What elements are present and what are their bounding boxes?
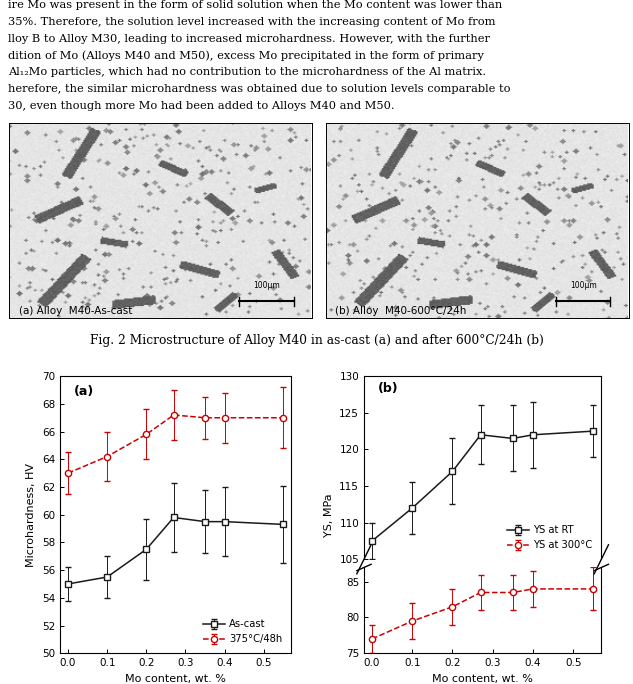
Text: YS, MPa: YS, MPa	[324, 493, 334, 536]
X-axis label: Mo content, wt. %: Mo content, wt. %	[125, 674, 226, 683]
Text: 35%. Therefore, the solution level increased with the increasing content of Mo f: 35%. Therefore, the solution level incre…	[8, 17, 496, 27]
Text: (b): (b)	[378, 382, 399, 395]
Text: 100μm: 100μm	[570, 281, 596, 290]
Text: ire Mo was present in the form of solid solution when the Mo content was lower t: ire Mo was present in the form of solid …	[8, 0, 503, 10]
Text: (a): (a)	[74, 384, 94, 397]
Text: lloy B to Alloy M30, leading to increased microhardness. However, with the furth: lloy B to Alloy M30, leading to increase…	[8, 34, 490, 44]
Text: 100μm: 100μm	[253, 281, 280, 290]
Text: Fig. 2 Microstructure of Alloy M40 in as-cast (a) and after 600°C/24h (b): Fig. 2 Microstructure of Alloy M40 in as…	[89, 334, 544, 347]
Text: (a) Alloy  M40-As-cast: (a) Alloy M40-As-cast	[18, 306, 132, 317]
X-axis label: Mo content, wt. %: Mo content, wt. %	[432, 674, 533, 683]
Text: Al₁₂Mo particles, which had no contribution to the microhardness of the Al matri: Al₁₂Mo particles, which had no contribut…	[8, 67, 486, 77]
Legend: YS at RT, YS at 300°C: YS at RT, YS at 300°C	[503, 521, 596, 554]
Text: (b) Alloy  M40-600°C/24h: (b) Alloy M40-600°C/24h	[335, 306, 467, 317]
Text: herefore, the similar microhardness was obtained due to solution levels comparab: herefore, the similar microhardness was …	[8, 84, 511, 94]
Legend: As-cast, 375°C/48h: As-cast, 375°C/48h	[199, 615, 286, 648]
Text: dition of Mo (Alloys M40 and M50), excess Mo precipitated in the form of primary: dition of Mo (Alloys M40 and M50), exces…	[8, 50, 484, 61]
Text: 30, even though more Mo had been added to Alloys M40 and M50.: 30, even though more Mo had been added t…	[8, 101, 395, 111]
Y-axis label: Microhardness, HV: Microhardness, HV	[27, 462, 37, 567]
